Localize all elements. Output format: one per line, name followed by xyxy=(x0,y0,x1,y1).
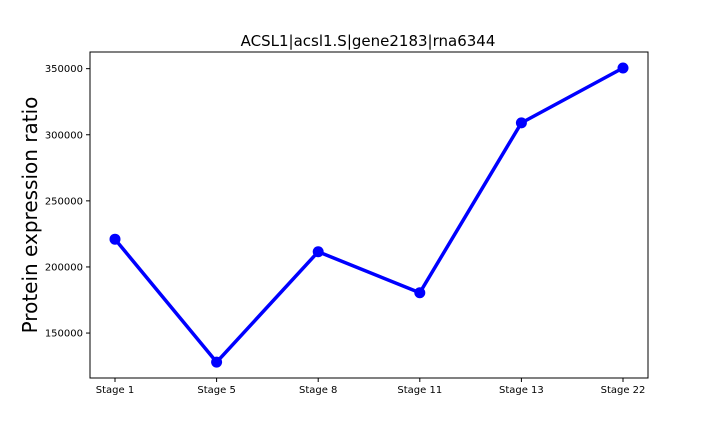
y-tick-label: 150000 xyxy=(45,329,83,340)
y-tick-label: 200000 xyxy=(45,262,83,273)
data-point xyxy=(617,62,629,74)
data-point xyxy=(312,246,324,258)
data-point xyxy=(109,233,121,245)
y-axis-label: Protein expression ratio xyxy=(18,97,42,334)
x-tick-label: Stage 8 xyxy=(299,385,337,396)
chart-title: ACSL1|acsl1.S|gene2183|rna6344 xyxy=(241,32,496,50)
x-tick-label: Stage 5 xyxy=(197,385,235,396)
x-tick-label: Stage 11 xyxy=(397,385,442,396)
plot-frame xyxy=(89,51,649,379)
x-tick-label: Stage 13 xyxy=(499,385,544,396)
data-point xyxy=(515,117,527,129)
x-tick-label: Stage 22 xyxy=(601,385,646,396)
y-tick-label: 300000 xyxy=(45,130,83,141)
y-tick-label: 350000 xyxy=(45,64,83,75)
series-line xyxy=(113,66,625,364)
data-point xyxy=(414,287,426,299)
x-tick-label: Stage 1 xyxy=(96,385,134,396)
y-tick-label: 250000 xyxy=(45,196,83,207)
data-point xyxy=(211,356,223,368)
series-layer xyxy=(109,62,629,368)
axis-ticks: Stage 1 Stage 5 Stage 8 Stage 11 Stage 13 Sta… xyxy=(45,64,646,396)
